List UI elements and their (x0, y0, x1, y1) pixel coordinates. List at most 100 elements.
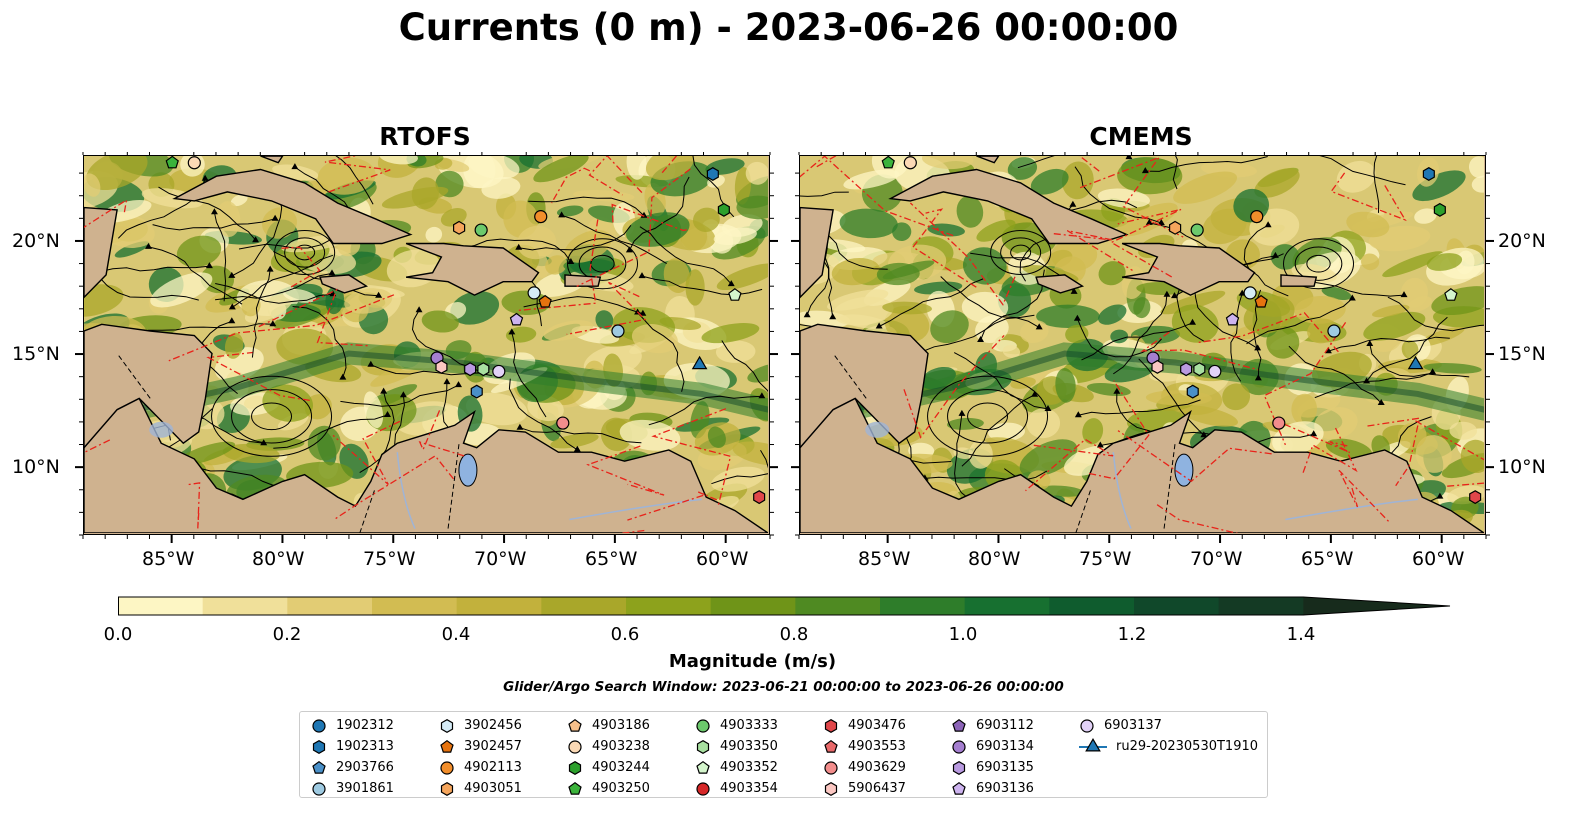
float-marker (1225, 312, 1240, 326)
legend-label: 3902456 (464, 717, 522, 733)
float-marker (706, 167, 719, 181)
float-marker (1169, 220, 1182, 235)
legend-marker (824, 782, 838, 796)
legend-marker (696, 740, 710, 754)
legend-item: 4903333 (694, 716, 778, 734)
float-marker (435, 359, 448, 374)
eez-boundaries (800, 156, 1484, 533)
legend-item: 3902457 (438, 737, 522, 755)
legend-item: ru29-20230530T1910 (1078, 737, 1258, 755)
legend-label: 4903629 (848, 759, 906, 775)
float-marker (1180, 362, 1193, 377)
legend-marker-icon (1080, 719, 1094, 733)
legend-marker-icon (824, 761, 838, 775)
legend-item: 3901861 (310, 779, 394, 797)
legend-label: 4903250 (592, 780, 650, 796)
legend-marker (440, 739, 454, 753)
lon-label-65w-right: 65°W (1301, 548, 1354, 570)
legend-label: ru29-20230530T1910 (1116, 738, 1259, 754)
float-marker (538, 294, 552, 308)
lat-label-10n-left: 10°N (12, 456, 60, 478)
legend-marker-icon (696, 760, 710, 774)
legend-label: 6903112 (976, 717, 1034, 733)
legend-marker (568, 781, 582, 795)
legend-label: 6903134 (976, 738, 1034, 754)
float-marker (1407, 355, 1424, 370)
legend-item: 3902456 (438, 716, 522, 734)
legend-item: 6903135 (950, 758, 1034, 776)
legend-marker (312, 782, 326, 796)
colorbar-tick: 0.0 (103, 624, 133, 645)
legend-marker (440, 719, 454, 733)
legend-marker-icon (824, 782, 838, 796)
legend-marker-icon (952, 740, 966, 754)
colorbar-label: Magnitude (m/s) (668, 651, 837, 672)
legend-label: 6903136 (976, 780, 1034, 796)
colorbar-tick: 0.8 (779, 624, 809, 645)
legend-item: 4902113 (438, 758, 522, 776)
legend-label: 3901861 (336, 780, 394, 796)
legend-marker-icon (312, 782, 326, 796)
legend-item: 4903350 (694, 737, 778, 755)
legend-marker (696, 719, 710, 733)
legend-marker (568, 718, 582, 732)
lon-label-60w-right: 60°W (1412, 548, 1465, 570)
legend-marker-icon (440, 739, 454, 753)
colorbar (118, 596, 1458, 622)
lon-label-85w-left: 85°W (142, 548, 195, 570)
legend-label: 4903186 (592, 717, 650, 733)
legend-label: 1902312 (336, 717, 394, 733)
lon-label-60w-left: 60°W (696, 548, 749, 570)
legend-item: 4903476 (822, 716, 906, 734)
current-field-cmems (800, 156, 1484, 533)
legend-marker-icon (440, 782, 454, 796)
float-marker (1469, 490, 1482, 505)
float-marker (1151, 359, 1164, 374)
float-marker (470, 384, 483, 399)
legend-label: 5906437 (848, 780, 906, 796)
land (84, 156, 768, 533)
legend-marker-icon (312, 719, 326, 733)
legend-marker-icon (696, 740, 710, 754)
legend-item: 4903354 (694, 779, 778, 797)
lat-label-20n-left: 20°N (12, 230, 60, 252)
float-marker (534, 209, 548, 224)
colorbar-gradient (118, 596, 1451, 616)
legend-marker-icon (696, 719, 710, 733)
legend-marker (696, 760, 710, 774)
legend-marker-icon (1079, 738, 1107, 752)
map-cmems (799, 155, 1486, 535)
colorbar-tick: 1.0 (948, 624, 978, 645)
legend-label: 6903137 (1104, 717, 1162, 733)
float-marker (509, 312, 524, 326)
float-marker (717, 202, 730, 217)
float-marker (464, 362, 477, 377)
legend-item: 4903553 (822, 737, 906, 755)
legend-marker-icon (824, 719, 838, 733)
lon-label-75w-left: 75°W (363, 548, 416, 570)
float-marker (903, 156, 917, 170)
legend-marker (952, 761, 966, 775)
legend-item: 4903186 (566, 716, 650, 734)
float-marker (1327, 324, 1341, 338)
legend-marker-icon (440, 761, 454, 775)
legend-label: 4903476 (848, 717, 906, 733)
legend: 1902312 1902313 2903766 3901861 3902456 39024… (299, 711, 1268, 798)
legend-label: 6903135 (976, 759, 1034, 775)
legend-marker (824, 761, 838, 775)
lon-label-80w-right: 80°W (968, 548, 1021, 570)
legend-marker-icon (952, 718, 966, 732)
lon-label-80w-left: 80°W (252, 548, 305, 570)
legend-marker-icon (952, 761, 966, 775)
float-marker (1186, 384, 1199, 399)
colorbar-tick: 0.6 (610, 624, 640, 645)
legend-item: 6903134 (950, 737, 1034, 755)
legend-marker (824, 739, 838, 753)
float-marker (728, 288, 742, 301)
legend-label: 1902313 (336, 738, 394, 754)
legend-marker-icon (824, 739, 838, 753)
float-markers (165, 156, 766, 505)
float-marker (453, 220, 466, 235)
legend-marker-icon (568, 761, 582, 775)
float-marker (492, 364, 506, 379)
